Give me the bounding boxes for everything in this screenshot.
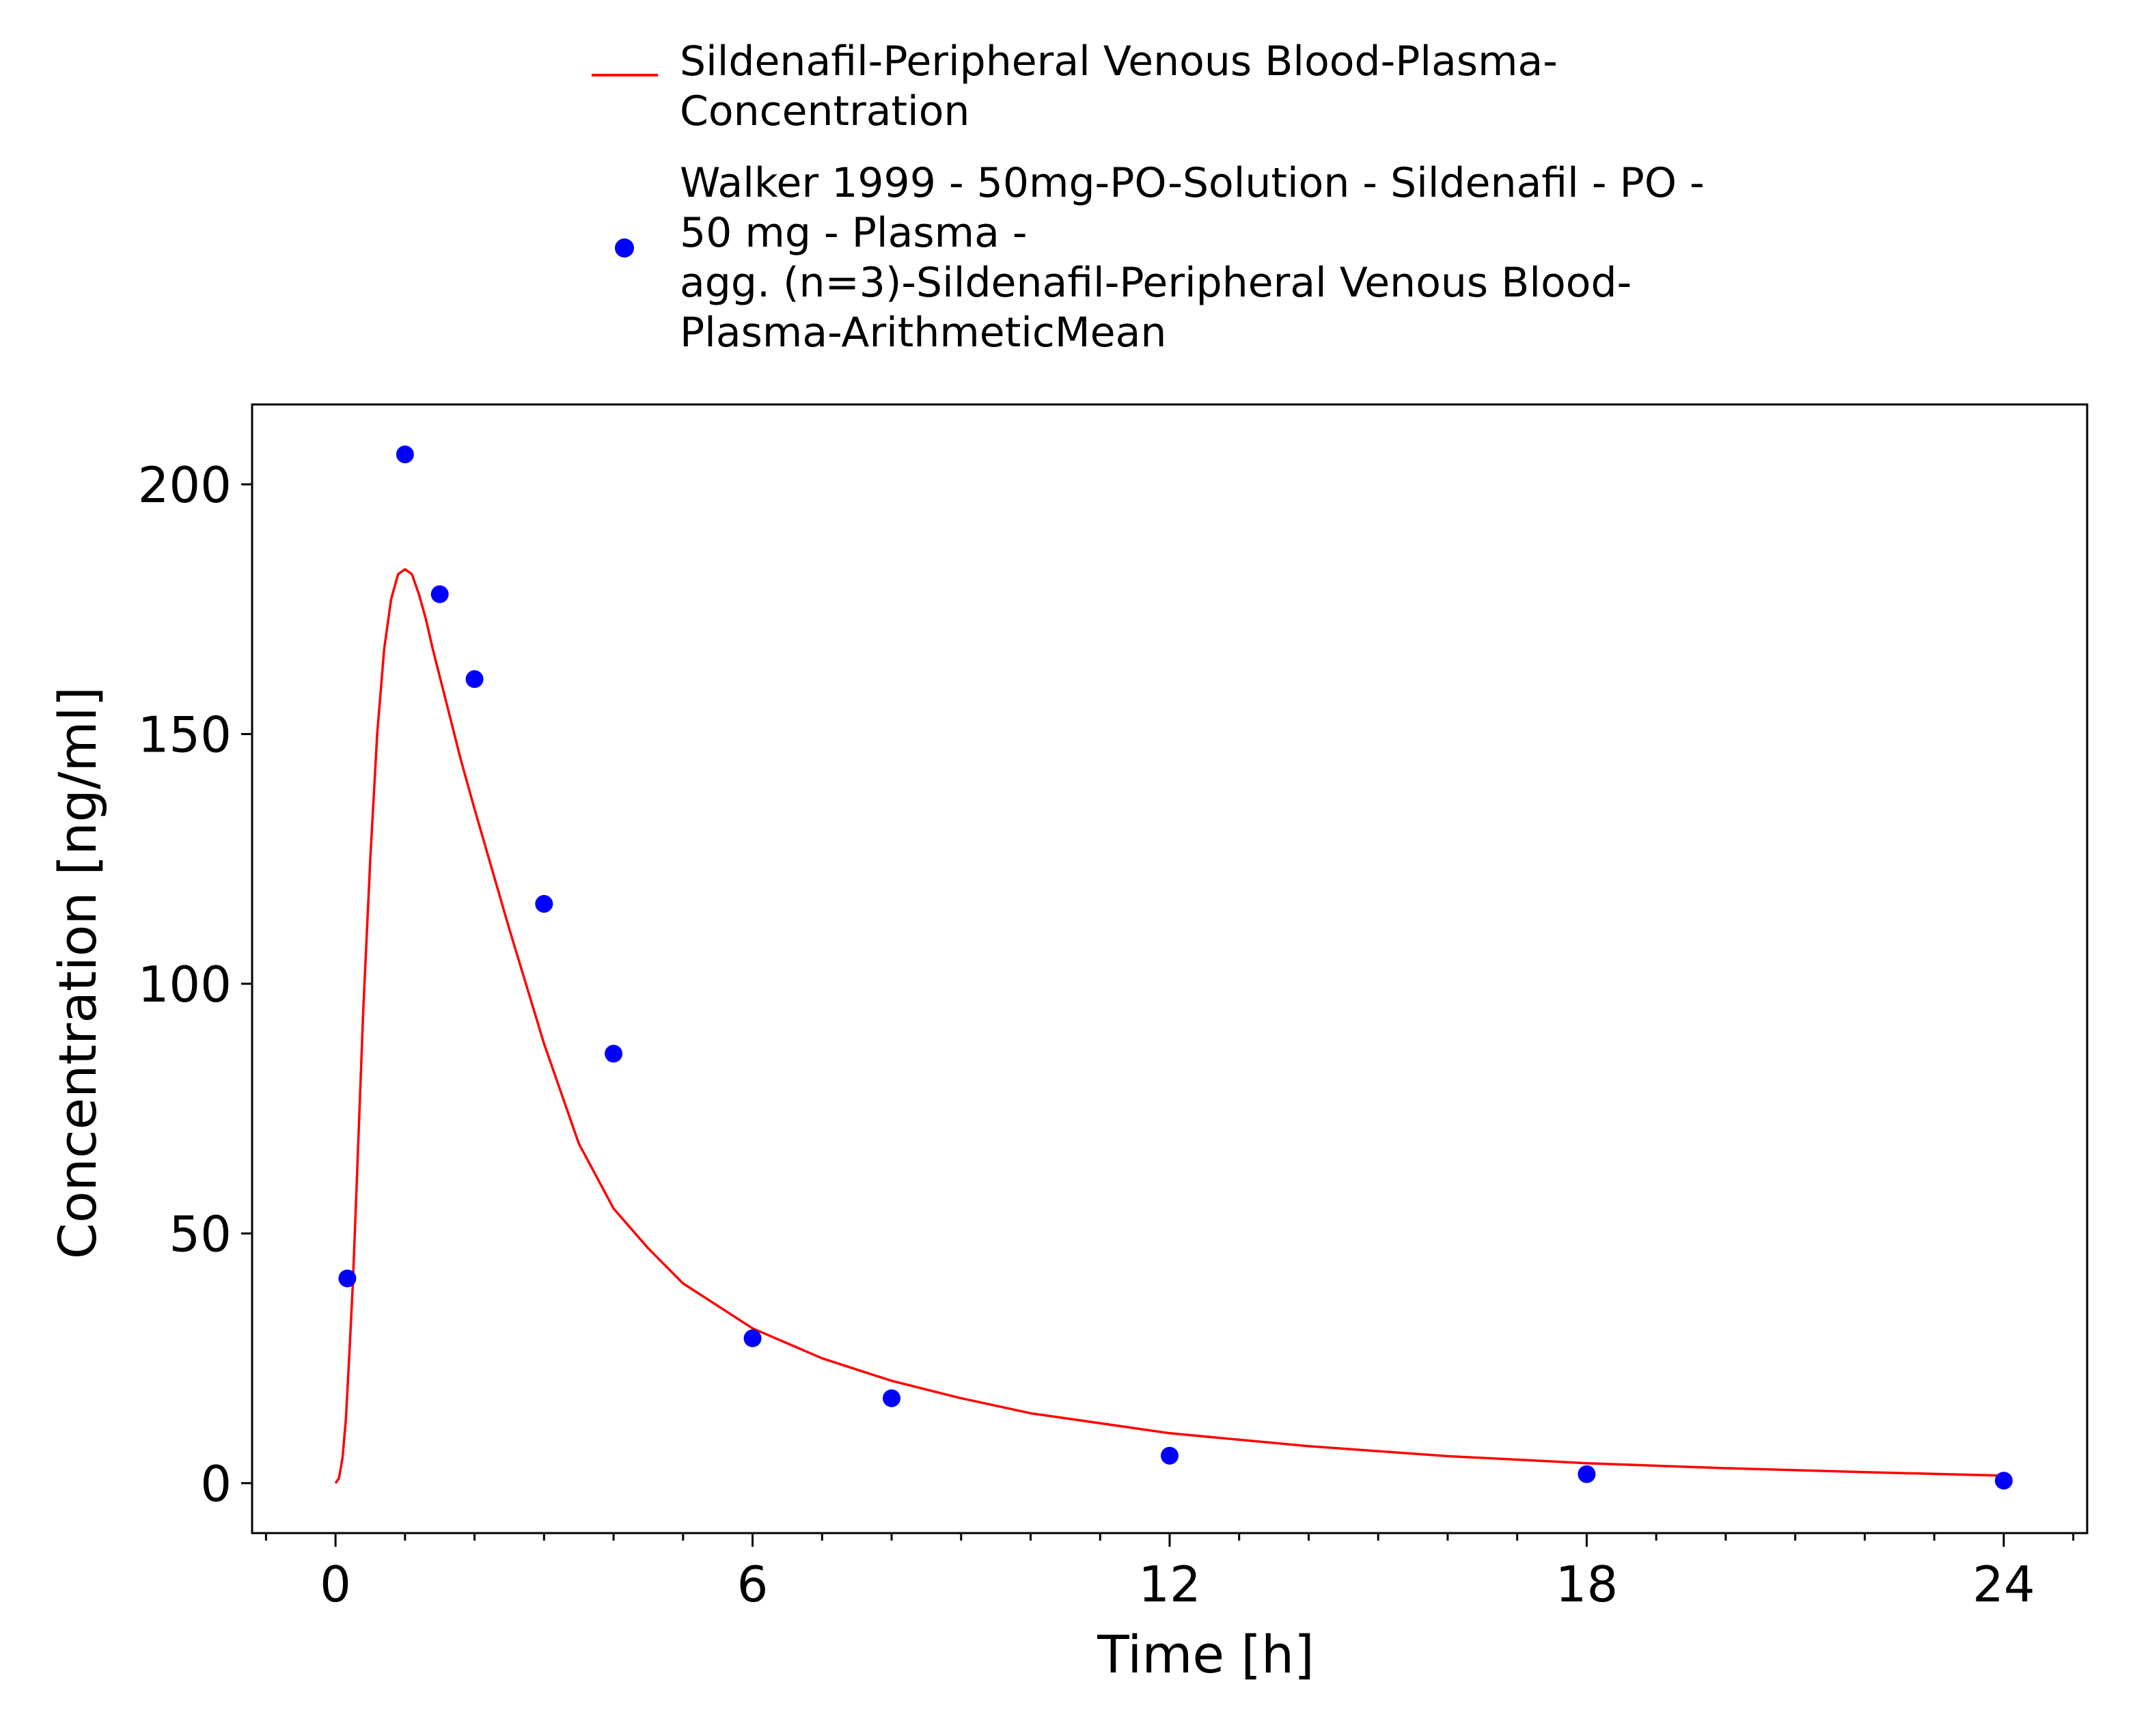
observed-data-point (430, 585, 449, 603)
observed-data-point (535, 894, 553, 913)
x-axis-title: Time [h] (1097, 1624, 1314, 1685)
legend-label-line: Concentration (680, 87, 969, 135)
legend-label-line: Walker 1999 - 50mg-PO-Solution - Sildena… (680, 159, 1705, 207)
plot-area (334, 445, 2013, 1490)
legend-label-line: Plasma-ArithmeticMean (680, 309, 1166, 357)
x-tick-label: 0 (320, 1556, 351, 1613)
x-tick-label: 18 (1556, 1556, 1619, 1613)
x-axis: 0 6 12 18 24 (264, 1533, 2075, 1613)
observed-data-point (1161, 1446, 1179, 1465)
y-tick-label: 150 (138, 706, 232, 763)
y-tick-label: 100 (138, 956, 232, 1013)
y-tick-label: 0 (200, 1455, 232, 1513)
observed-data-point (1578, 1465, 1596, 1483)
observed-data-point (1994, 1472, 2013, 1490)
x-tick-label: 12 (1138, 1556, 1201, 1613)
y-tick-label: 50 (169, 1205, 232, 1263)
observed-data-point (743, 1329, 762, 1347)
observed-data-point (396, 445, 414, 464)
legend-dot-marker (615, 238, 634, 258)
x-tick-label: 24 (1972, 1556, 2035, 1613)
legend-label-line: Sildenafil-Peripheral Venous Blood-Plasm… (680, 38, 1558, 85)
x-tick-label: 6 (737, 1556, 769, 1613)
legend-label-line: 50 mg - Plasma - (680, 209, 1028, 257)
legend-label-line: agg. (n=3)-Sildenafil-Peripheral Venous … (680, 259, 1631, 307)
observed-data-point (338, 1269, 357, 1288)
y-axis-title: Concentration [ng/ml] (47, 687, 108, 1259)
plot-frame (251, 403, 2089, 1534)
y-axis: 0 50 100 150 200 (138, 456, 252, 1513)
simulation-curve (334, 568, 2004, 1484)
observed-data-point (605, 1045, 623, 1063)
observed-data-point (883, 1389, 901, 1407)
observed-data-point (465, 670, 484, 689)
legend: Sildenafil-Peripheral Venous Blood-Plasm… (592, 38, 1705, 357)
y-tick-label: 200 (138, 456, 232, 514)
